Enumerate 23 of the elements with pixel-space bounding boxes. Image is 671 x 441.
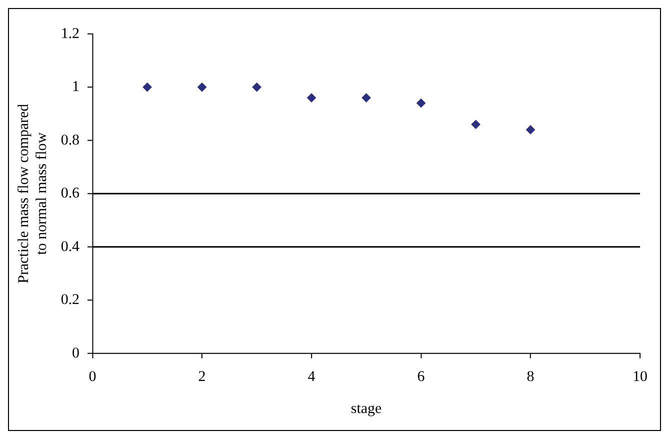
x-tick-label: 0 xyxy=(88,369,96,386)
point xyxy=(416,98,426,108)
point xyxy=(198,82,206,92)
point xyxy=(362,93,371,102)
y-axis-title: Practicle mass flow compared to normal mass flow xyxy=(16,103,50,284)
y-tick-label: 0.4 xyxy=(60,238,80,255)
x-axis-title: stage xyxy=(350,401,382,418)
point xyxy=(307,93,316,102)
y-tick-label: 0.6 xyxy=(60,186,80,202)
x-tick-label: 2 xyxy=(198,369,206,386)
y-tick-label: 1.2 xyxy=(60,26,80,42)
y-tick-label: 0 xyxy=(72,345,80,362)
point xyxy=(252,82,262,92)
point xyxy=(526,125,536,134)
y-tick-label: 0.8 xyxy=(60,132,80,148)
point xyxy=(142,82,152,92)
y-tick-label: 0.2 xyxy=(60,292,80,308)
x-tick-label: 8 xyxy=(526,369,534,386)
point xyxy=(471,120,480,129)
x-tick-label: 10 xyxy=(632,369,648,386)
x-tick-label: 6 xyxy=(417,369,426,386)
y-tick-label: 1 xyxy=(72,79,80,96)
x-tick-label: 4 xyxy=(308,369,316,386)
